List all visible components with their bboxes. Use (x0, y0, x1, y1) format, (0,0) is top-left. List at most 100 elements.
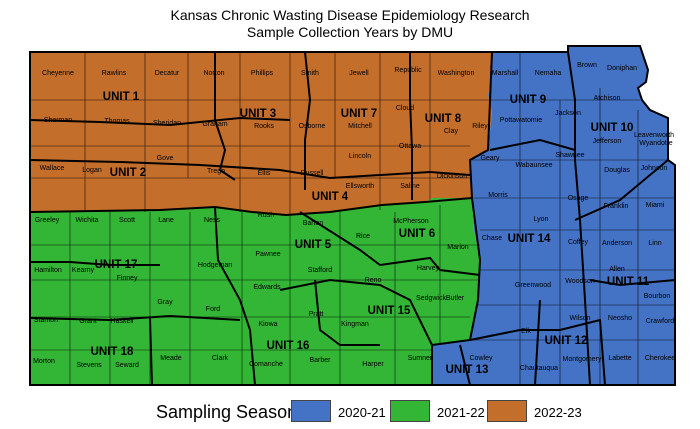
county-label-morton: Morton (33, 358, 55, 365)
county-label-cherokee: Cherokee (645, 355, 675, 362)
county-label-rawlins: Rawlins (102, 70, 127, 77)
county-label-douglas: Douglas (604, 167, 630, 174)
unit-label-1: UNIT 1 (103, 91, 140, 103)
county-label-harvey: Harvey (417, 265, 440, 272)
county-label-jefferson: Jefferson (593, 138, 622, 145)
county-label-leavenworth: Leavenworth (634, 132, 674, 139)
unit-label-11: UNIT 11 (607, 276, 650, 288)
county-label-elk: Elk (521, 328, 531, 335)
county-label-wyandotte: Wyandotte (639, 140, 673, 147)
unit-label-9: UNIT 9 (510, 94, 546, 106)
unit-label-14: UNIT 14 (508, 233, 551, 245)
county-label-miami: Miami (646, 202, 665, 209)
county-label-sumner: Sumner (408, 355, 433, 362)
county-label-osborne: Osborne (299, 123, 326, 130)
county-label-harper: Harper (362, 361, 384, 368)
county-label-rush: Rush (258, 212, 274, 219)
legend-label-2020-21: 2020-21 (338, 405, 386, 420)
county-label-morris: Morris (488, 192, 508, 199)
unit-label-2: UNIT 2 (110, 167, 146, 179)
county-label-gove: Gove (157, 155, 174, 162)
unit-label-4: UNIT 4 (312, 191, 349, 203)
county-label-sedgwick: Sedgwick (416, 295, 446, 302)
county-label-stafford: Stafford (308, 267, 332, 274)
county-label-wilson: Wilson (569, 315, 590, 322)
county-label-smith: Smith (301, 70, 319, 77)
kansas-outline (29, 45, 676, 386)
legend-swatch-2021-22 (390, 400, 430, 422)
county-label-hamilton: Hamilton (34, 267, 62, 274)
county-label-kingman: Kingman (341, 321, 369, 328)
county-grid (30, 52, 675, 385)
unit-label-5: UNIT 5 (295, 239, 332, 251)
county-label-chase: Chase (482, 235, 502, 242)
county-label-thomas: Thomas (104, 118, 130, 125)
county-label-linn: Linn (648, 240, 661, 247)
county-label-rice: Rice (356, 233, 370, 240)
county-label-washington: Washington (438, 70, 475, 77)
county-label-wichita: Wichita (76, 217, 99, 224)
county-label-brown: Brown (577, 62, 597, 69)
county-label-labette: Labette (608, 355, 631, 362)
map-subtitle: Sample Collection Years by DMU (246, 24, 454, 40)
county-label-neosho: Neosho (608, 315, 632, 322)
county-label-hodgeman: Hodgeman (198, 262, 232, 269)
county-label-riley: Riley (472, 123, 488, 130)
county-label-norton: Norton (203, 70, 224, 77)
county-label-meade: Meade (160, 355, 182, 362)
map-title: Kansas Chronic Wasting Disease Epidemiol… (170, 7, 530, 23)
county-label-jewell: Jewell (349, 70, 369, 77)
county-label-ford: Ford (206, 306, 221, 313)
county-label-montgomery: Montgomery (563, 356, 602, 363)
county-label-russell: Russell (301, 170, 324, 177)
unit-label-6: UNIT 6 (399, 228, 435, 240)
county-label-grant: Grant (79, 318, 97, 325)
county-label-ellis: Ellis (258, 170, 271, 177)
unit-label-16: UNIT 16 (267, 340, 310, 352)
county-label-allen: Allen (609, 266, 625, 273)
county-label-cowley: Cowley (470, 355, 493, 362)
dmu-boundaries (29, 51, 676, 386)
kansas-dmu-map: Cheyenne Rawlins Decatur Norton Phillips Smit… (29, 45, 676, 386)
county-label-dickinson: Dickinson (437, 173, 467, 180)
county-label-ellsworth: Ellsworth (346, 183, 375, 190)
county-label-ness: Ness (204, 217, 220, 224)
county-label-chautauqua: Chautauqua (520, 365, 558, 372)
county-label-graham: Graham (202, 121, 227, 128)
county-label-mcpherson: McPherson (393, 218, 429, 225)
county-label-nemaha: Nemaha (535, 70, 562, 77)
unit-label-8: UNIT 8 (425, 113, 462, 125)
county-label-clark: Clark (212, 355, 229, 362)
unit-label-12: UNIT 12 (545, 335, 588, 347)
county-label-mitchell: Mitchell (348, 123, 372, 130)
county-label-ottawa: Ottawa (399, 143, 421, 150)
unit-label-7: UNIT 7 (341, 108, 377, 120)
county-label-gray: Gray (157, 299, 173, 306)
county-label-logan: Logan (82, 167, 102, 174)
region-2020-21 (432, 46, 675, 385)
county-label-anderson: Anderson (602, 240, 632, 247)
unit-label-13: UNIT 13 (446, 364, 489, 376)
county-label-jackson: Jackson (555, 110, 581, 117)
county-label-lane: Lane (158, 217, 174, 224)
county-label-comanche: Comanche (249, 361, 283, 368)
legend-label-2021-22: 2021-22 (437, 405, 485, 420)
county-label-finney: Finney (116, 275, 138, 282)
county-label-doniphan: Doniphan (607, 65, 637, 72)
county-label-barber: Barber (309, 357, 331, 364)
county-label-decatur: Decatur (155, 70, 180, 77)
county-label-pawnee: Pawnee (255, 251, 280, 258)
county-label-cheyenne: Cheyenne (42, 70, 74, 77)
legend-swatch-2020-21 (291, 400, 331, 422)
county-label-wabaunsee: Wabaunsee (515, 162, 552, 169)
county-label-saline: Saline (400, 183, 420, 190)
county-label-shawnee: Shawnee (555, 152, 584, 159)
county-label-stanton: Stanton (34, 317, 58, 324)
county-label-osage: Osage (568, 195, 589, 202)
county-label-kiowa: Kiowa (258, 321, 277, 328)
county-label-lyon: Lyon (534, 216, 549, 223)
unit-label-18: UNIT 18 (91, 346, 134, 358)
county-label-greeley: Greeley (35, 217, 60, 224)
county-label-crawford: Crawford (646, 318, 675, 325)
county-label-sherman: Sherman (44, 117, 73, 124)
